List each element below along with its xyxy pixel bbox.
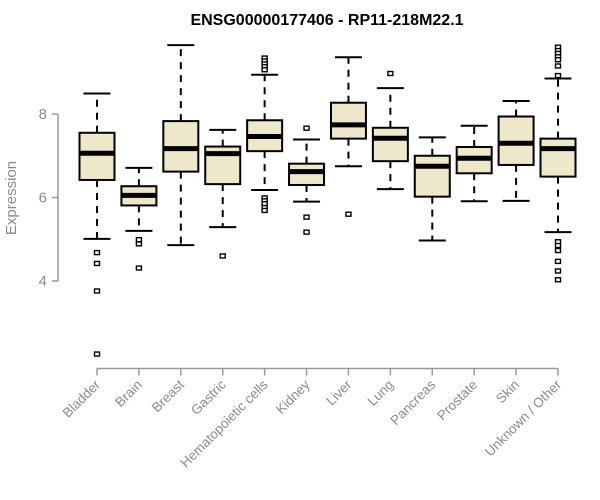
outlier-point-liver	[345, 211, 352, 217]
box-rect-pancreas	[413, 154, 451, 198]
outlier-point-hematopoietic-cells	[261, 207, 268, 214]
outlier-point-brain	[135, 265, 143, 271]
y-axis-label: Expression	[3, 161, 20, 235]
x-tick-label-unknown-other: Unknown / Other	[482, 377, 565, 460]
x-tick-label-bladder: Bladder	[60, 377, 104, 421]
box-rect-bladder	[78, 131, 116, 181]
y-tick-label: 8	[39, 106, 47, 123]
box-rect-unknown-other	[539, 137, 577, 178]
box-rect-kidney	[288, 162, 326, 186]
outlier-point-gastric	[219, 253, 226, 259]
x-tick-label-skin: Skin	[493, 377, 522, 406]
outlier-point-brain	[135, 236, 143, 243]
outlier-point-brain	[135, 241, 143, 247]
chart-title: ENSG00000177406 - RP11-218M22.1	[190, 12, 463, 29]
box-rect-lung	[371, 126, 409, 163]
x-tick-label-pancreas: Pancreas	[387, 377, 438, 428]
outlier-point-unknown-other	[554, 258, 562, 265]
outlier-point-unknown-other	[554, 247, 562, 254]
outlier-point-bladder	[93, 260, 101, 267]
outlier-point-kidney	[303, 229, 310, 235]
outlier-point-unknown-other	[554, 63, 562, 69]
outlier-point-bladder	[93, 288, 101, 294]
outlier-point-unknown-other	[554, 277, 562, 283]
x-tick-label-brain: Brain	[112, 377, 145, 410]
outlier-point-unknown-other	[554, 242, 562, 249]
box-rect-liver	[329, 101, 367, 140]
outlier-point-hematopoietic-cells	[261, 67, 268, 73]
x-tick-label-lung: Lung	[365, 377, 397, 409]
outlier-point-unknown-other	[554, 268, 562, 274]
x-tick-label-liver: Liver	[323, 377, 355, 409]
box-rect-skin	[497, 115, 535, 166]
x-tick-label-kidney: Kidney	[273, 377, 313, 417]
y-tick-label: 4	[39, 273, 47, 290]
outlier-point-lung	[387, 70, 394, 77]
outlier-point-unknown-other	[554, 57, 562, 63]
outlier-point-unknown-other	[554, 72, 562, 79]
x-tick-label-gastric: Gastric	[188, 377, 229, 418]
outlier-point-bladder	[93, 249, 101, 256]
outlier-point-kidney	[303, 125, 310, 131]
outlier-point-bladder	[93, 351, 101, 357]
y-tick-label: 6	[39, 190, 47, 207]
x-tick-label-prostate: Prostate	[434, 377, 480, 423]
outlier-point-kidney	[303, 214, 310, 220]
x-tick-label-breast: Breast	[149, 377, 187, 415]
